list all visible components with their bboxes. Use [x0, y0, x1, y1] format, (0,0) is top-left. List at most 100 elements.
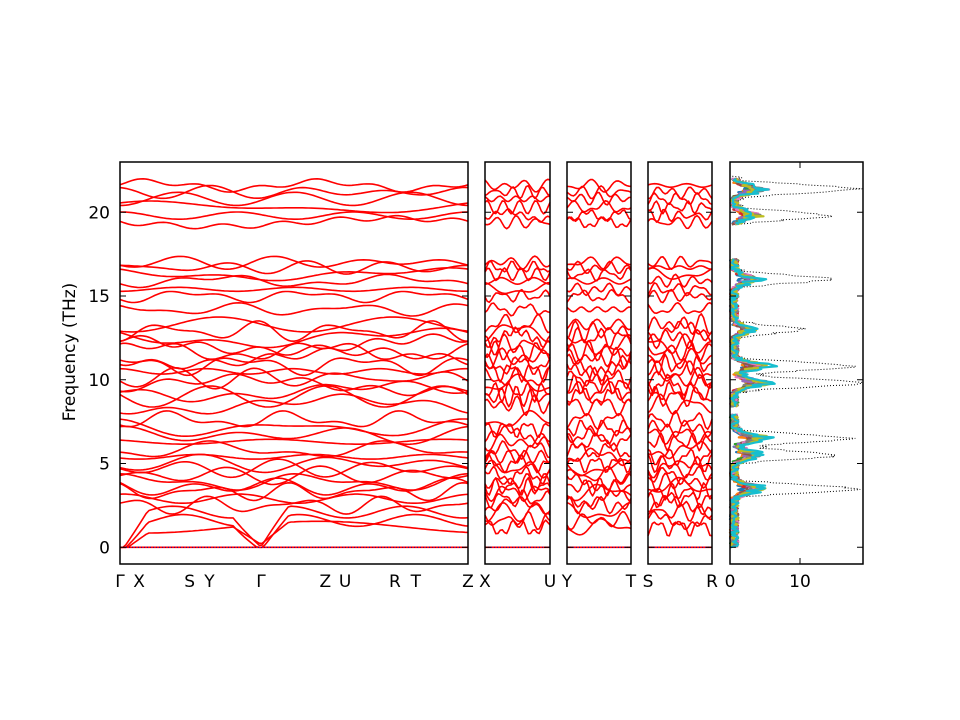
- band-line: [566, 318, 632, 331]
- band-line: [566, 432, 632, 452]
- band-line: [647, 214, 713, 230]
- k-point-label: U: [544, 572, 556, 592]
- band-line: [484, 324, 551, 343]
- band-line: [566, 359, 632, 382]
- panel-frame: [484, 161, 551, 565]
- band-line: [119, 495, 469, 515]
- k-point-label: S: [184, 572, 195, 592]
- band-line: [119, 342, 469, 360]
- band-line: [119, 290, 469, 304]
- band-line: [119, 267, 469, 282]
- band-line: [566, 306, 632, 313]
- band-line: [647, 510, 713, 531]
- band-line: [566, 425, 632, 445]
- band-line: [647, 339, 713, 362]
- band-line: [566, 339, 632, 363]
- band-line: [566, 288, 632, 304]
- band-line: [484, 496, 551, 516]
- k-point-label: R: [389, 572, 401, 592]
- k-point-label: Γ: [256, 572, 266, 592]
- band-line: [484, 185, 551, 200]
- band-line: [484, 364, 551, 383]
- band-line: [120, 191, 469, 207]
- y-tick-label: 20: [88, 203, 110, 223]
- band-line: [120, 211, 469, 220]
- band-line: [647, 313, 713, 336]
- band-line: [119, 333, 469, 356]
- band-line: [119, 316, 469, 333]
- panel-frame: [119, 161, 469, 565]
- band-line: [484, 385, 551, 408]
- k-point-label: Γ: [115, 572, 125, 592]
- band-line: [119, 425, 469, 446]
- dos-panel: 0 10: [725, 161, 864, 592]
- band-line: [484, 373, 551, 392]
- band-line: [119, 214, 469, 230]
- band-line: [484, 353, 551, 375]
- k-point-label: X: [133, 572, 145, 592]
- band-line: [119, 440, 469, 458]
- band-line: [566, 459, 632, 477]
- band-line: [119, 200, 469, 214]
- band-line: [647, 208, 713, 223]
- band-line: [484, 422, 551, 438]
- band-line: [566, 419, 632, 437]
- band-line: [566, 200, 632, 213]
- k-point-label: Y: [203, 572, 215, 592]
- band-line: [119, 438, 469, 445]
- band-line: [119, 184, 469, 200]
- band-line: [647, 428, 713, 445]
- band-line: [484, 208, 551, 223]
- band-line: [647, 282, 713, 297]
- dos-frame: [729, 161, 864, 565]
- band-line: [647, 353, 713, 376]
- k-point-label: Z: [462, 572, 474, 592]
- band-line: [484, 381, 551, 403]
- band-line: [119, 410, 469, 428]
- band-line: [566, 282, 632, 297]
- band-line: [647, 476, 713, 493]
- band-line: [484, 465, 551, 485]
- panel-frame: [566, 161, 632, 565]
- band-line: [119, 320, 469, 342]
- band-line: [120, 260, 468, 275]
- band-line: [484, 255, 551, 270]
- band-line: [120, 513, 469, 549]
- band-line: [484, 260, 551, 273]
- band-line: [484, 519, 551, 535]
- band-line: [484, 502, 551, 523]
- dos-x-tick-label: 0: [725, 572, 736, 592]
- band-line: [647, 380, 713, 401]
- band-line: [647, 273, 713, 288]
- band-line: [566, 388, 632, 406]
- band-line: [119, 273, 469, 289]
- band-line: [484, 459, 551, 479]
- band-line: [120, 520, 469, 549]
- band-line: [647, 288, 713, 304]
- band-line: [566, 374, 632, 395]
- band-line: [647, 186, 713, 200]
- band-line: [647, 267, 713, 280]
- band-line: [566, 320, 632, 343]
- dos-x-tick-label: 10: [789, 572, 811, 592]
- band-line: [484, 267, 551, 282]
- band-line: [566, 191, 632, 206]
- band-line: [484, 302, 551, 317]
- band-line: [566, 472, 632, 492]
- band-line: [119, 393, 469, 415]
- band-line: [484, 449, 551, 464]
- band-line: [119, 453, 469, 460]
- band-line: [119, 458, 469, 479]
- k-point-label: R: [706, 572, 718, 592]
- band-line: [647, 366, 713, 389]
- band-line: [647, 409, 713, 430]
- k-point-label: Z: [319, 572, 331, 592]
- band-line: [647, 472, 713, 493]
- partial-dos-curve: [729, 177, 779, 549]
- band-line: [566, 256, 632, 270]
